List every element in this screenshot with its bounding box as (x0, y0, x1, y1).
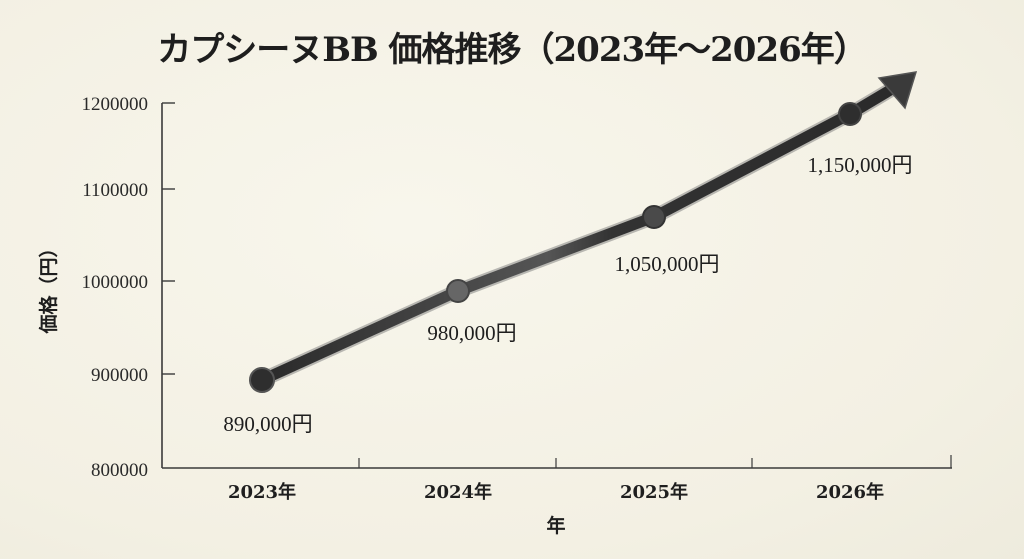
data-labels: 890,000円 980,000円 1,050,000円 1,150,000円 (223, 153, 912, 436)
y-tick-label: 1200000 (82, 94, 149, 115)
y-tick-label: 800000 (91, 460, 148, 481)
data-point-2024 (446, 279, 470, 303)
x-tick-label: 2023年 (228, 481, 296, 503)
price-series (249, 71, 918, 393)
x-tick-label: 2025年 (620, 481, 688, 503)
y-tick-label: 1000000 (82, 272, 149, 293)
data-label-2024: 980,000円 (427, 321, 516, 345)
data-label-2025: 1,050,000円 (615, 252, 720, 276)
y-tick-label: 1100000 (82, 180, 148, 201)
x-tick-label: 2024年 (424, 481, 492, 503)
y-axis-title: 価格（円） (37, 238, 60, 334)
y-tick-label: 900000 (91, 365, 148, 386)
data-label-2026: 1,150,000円 (808, 153, 913, 177)
x-axis-title: 年 (546, 514, 565, 537)
chart-title: カプシーヌBB 価格推移（2023年〜2026年） (157, 30, 868, 70)
data-label-2023: 890,000円 (223, 412, 312, 436)
data-point-2026 (838, 102, 862, 126)
x-axis: 2023年 2024年 2025年 2026年 年 (162, 455, 952, 537)
data-point-2025 (642, 205, 666, 229)
x-tick-label: 2026年 (816, 481, 884, 503)
data-point-2023 (249, 367, 275, 393)
y-axis: 1200000 1100000 1000000 900000 800000 価格… (37, 94, 175, 481)
trend-arrow-icon (877, 71, 918, 110)
